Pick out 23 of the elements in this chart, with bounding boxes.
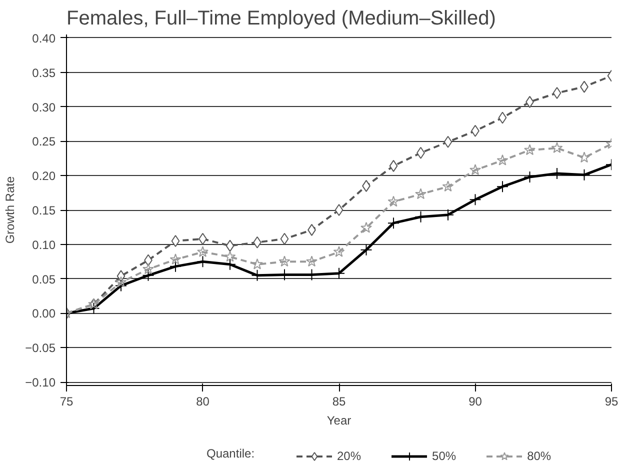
y-tick-label: 0.05 [32,272,56,286]
y-tick-label: 0.00 [32,306,56,321]
x-axis-title: Year [326,414,352,428]
y-tick-label: 0.20 [32,169,56,184]
y-tick-label: −0.10 [25,376,56,390]
legend-label: 20% [337,449,362,463]
y-tick-label: 0.30 [32,100,56,114]
legend-label: 50% [432,449,456,463]
x-tick-label: 95 [604,394,618,408]
y-axis-title: Growth Rate [3,176,18,244]
y-tick-label: 0.35 [32,66,56,80]
y-tick-label: 0.40 [32,31,56,46]
x-tick-label: 80 [196,394,210,408]
y-tick-label: 0.15 [32,204,56,218]
y-tick-label: −0.05 [25,341,56,356]
legend-label: 80% [527,449,552,463]
x-tick-label: 90 [468,394,482,408]
x-tick-label: 85 [332,394,346,408]
y-tick-label: 0.25 [32,134,56,149]
y-tick-label: 0.10 [32,238,56,252]
chart-title: Females, Full–Time Employed (Medium–Skilled) [66,8,496,30]
x-tick-label: 75 [60,394,74,408]
legend-title: Quantile: [206,446,255,460]
